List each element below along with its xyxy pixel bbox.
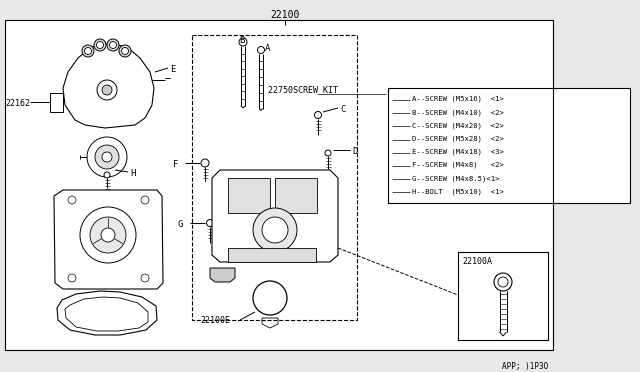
Ellipse shape bbox=[103, 145, 111, 151]
Text: G--SCREW (M4x8.5)<1>: G--SCREW (M4x8.5)<1> bbox=[412, 175, 499, 182]
Polygon shape bbox=[63, 44, 154, 128]
Circle shape bbox=[80, 207, 136, 263]
Circle shape bbox=[87, 137, 127, 177]
Bar bbox=[228, 178, 270, 213]
Text: E: E bbox=[170, 65, 175, 74]
Bar bbox=[228, 248, 316, 262]
Text: 22162: 22162 bbox=[5, 99, 30, 108]
Polygon shape bbox=[57, 291, 157, 335]
Polygon shape bbox=[54, 190, 163, 289]
Circle shape bbox=[257, 46, 264, 54]
Circle shape bbox=[314, 112, 321, 119]
Circle shape bbox=[104, 172, 110, 178]
Circle shape bbox=[68, 274, 76, 282]
Polygon shape bbox=[262, 318, 278, 328]
Text: 22100: 22100 bbox=[270, 10, 300, 20]
Circle shape bbox=[102, 152, 112, 162]
Circle shape bbox=[253, 208, 297, 252]
Bar bbox=[458, 252, 548, 340]
Text: 22100A: 22100A bbox=[462, 257, 492, 266]
Text: D--SCREW (M5x28)  <2>: D--SCREW (M5x28) <2> bbox=[412, 136, 504, 142]
Circle shape bbox=[201, 159, 209, 167]
Text: 22750SCREW KIT: 22750SCREW KIT bbox=[268, 86, 338, 95]
Bar bbox=[5, 20, 553, 350]
Circle shape bbox=[95, 145, 119, 169]
Text: C--SCREW (M4x20)  <2>: C--SCREW (M4x20) <2> bbox=[412, 122, 504, 129]
Circle shape bbox=[141, 274, 149, 282]
Circle shape bbox=[122, 48, 129, 55]
Circle shape bbox=[90, 217, 126, 253]
Text: D: D bbox=[352, 147, 357, 156]
Circle shape bbox=[325, 150, 331, 156]
Text: C: C bbox=[340, 105, 346, 114]
Circle shape bbox=[94, 39, 106, 51]
Circle shape bbox=[119, 45, 131, 57]
Text: H--BOLT  (M5x10)  <1>: H--BOLT (M5x10) <1> bbox=[412, 188, 504, 195]
Text: H: H bbox=[130, 169, 136, 178]
Circle shape bbox=[109, 42, 116, 48]
Text: A--SCREW (M5x16)  <1>: A--SCREW (M5x16) <1> bbox=[412, 96, 504, 103]
Circle shape bbox=[102, 85, 112, 95]
Bar bbox=[5, 20, 553, 350]
Text: F: F bbox=[173, 160, 179, 169]
Text: A: A bbox=[265, 44, 270, 53]
Circle shape bbox=[498, 277, 508, 287]
Text: G: G bbox=[178, 220, 184, 229]
Text: B--SCREW (M4x10)  <2>: B--SCREW (M4x10) <2> bbox=[412, 109, 504, 116]
Circle shape bbox=[68, 196, 76, 204]
Circle shape bbox=[82, 45, 94, 57]
Bar bbox=[275, 178, 317, 213]
Circle shape bbox=[239, 38, 247, 46]
Text: 22100E: 22100E bbox=[200, 316, 230, 325]
Circle shape bbox=[101, 228, 115, 242]
Circle shape bbox=[494, 273, 512, 291]
Circle shape bbox=[97, 80, 117, 100]
Circle shape bbox=[141, 196, 149, 204]
Text: APP; )1P3O: APP; )1P3O bbox=[502, 362, 548, 371]
Bar bbox=[192, 35, 357, 320]
Circle shape bbox=[262, 217, 288, 243]
Polygon shape bbox=[212, 170, 338, 262]
Circle shape bbox=[97, 42, 104, 48]
Circle shape bbox=[207, 219, 214, 227]
Text: F--SCREW (M4x8)   <2>: F--SCREW (M4x8) <2> bbox=[412, 162, 504, 169]
Polygon shape bbox=[210, 268, 235, 282]
Circle shape bbox=[107, 39, 119, 51]
Text: B: B bbox=[239, 36, 244, 45]
Bar bbox=[388, 88, 630, 203]
Text: E--SCREW (M4x18)  <3>: E--SCREW (M4x18) <3> bbox=[412, 149, 504, 155]
Circle shape bbox=[84, 48, 92, 55]
